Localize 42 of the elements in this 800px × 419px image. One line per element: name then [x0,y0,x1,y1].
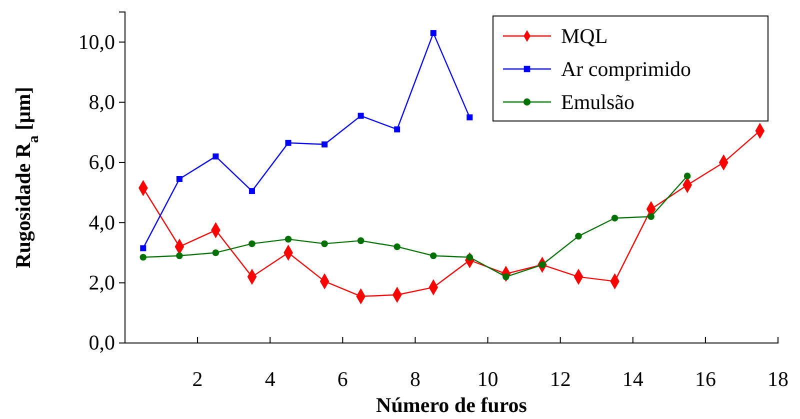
x-tick-label: 6 [337,366,348,391]
y-tick-label: 6,0 [88,150,115,174]
x-tick-label: 4 [264,366,276,391]
point [212,249,220,256]
x-tick-label: 2 [192,366,203,391]
point [285,140,292,146]
y-tick-label: 10,0 [78,30,115,54]
legend-label: Ar comprimido [561,57,692,81]
point [322,141,328,148]
point [248,240,256,248]
y-tick-label: 0,0 [88,330,115,355]
point [394,243,400,250]
x-tick-label: 10 [477,366,498,391]
legend-label: Emulsão [561,90,634,114]
point [394,126,400,132]
legend-label: MQL [561,24,608,48]
point [684,172,691,180]
x-axis-title: Número de furos [376,393,527,417]
point [357,237,364,244]
point [611,214,618,222]
point [648,213,654,220]
y-tick-label: 4,0 [88,210,115,234]
point [575,232,582,240]
point [176,176,182,182]
point [248,188,255,194]
point [430,30,436,36]
x-tick-label: 12 [550,366,571,391]
point [358,112,364,119]
x-tick-label: 8 [410,366,420,391]
x-tick-label: 16 [694,366,716,391]
point [212,153,219,160]
point [430,252,437,260]
point [466,114,473,120]
x-tick-label: 14 [622,366,644,391]
point [140,254,147,261]
point [321,240,328,248]
x-tick-label: 18 [768,366,788,391]
y-tick-label: 8,0 [88,90,115,114]
point [284,236,292,243]
point [140,245,146,252]
point [176,252,183,260]
y-tick-label: 2,0 [88,270,115,295]
